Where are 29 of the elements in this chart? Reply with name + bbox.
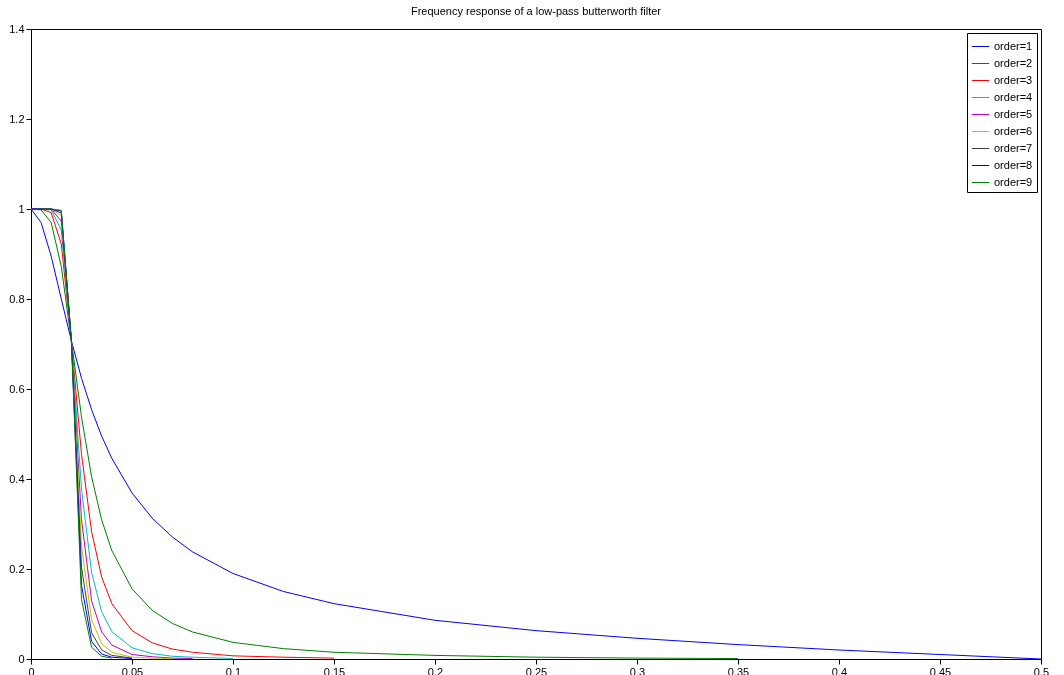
y-tick-label: 0.4 bbox=[9, 472, 25, 485]
x-tick-label: 0.1 bbox=[225, 665, 242, 675]
y-tick-label: 0.2 bbox=[9, 562, 25, 575]
y-tick-label: 1 bbox=[18, 202, 25, 215]
legend-label: order=9 bbox=[994, 175, 1033, 188]
legend-label: order=4 bbox=[994, 90, 1033, 103]
legend-label: order=2 bbox=[994, 56, 1033, 69]
legend-label: order=3 bbox=[994, 73, 1033, 86]
y-tick-label: 1.2 bbox=[9, 112, 25, 125]
x-tick-label: 0.05 bbox=[121, 665, 144, 675]
x-tick-label: 0.25 bbox=[525, 665, 548, 675]
y-tick-label: 1.4 bbox=[9, 22, 25, 35]
y-tick-label: 0.6 bbox=[9, 382, 25, 395]
y-tick-label: 0.8 bbox=[9, 292, 25, 305]
x-tick-label: 0.35 bbox=[727, 665, 750, 675]
y-tick-label: 0 bbox=[18, 652, 25, 665]
x-tick-label: 0.2 bbox=[427, 665, 444, 675]
legend-label: order=6 bbox=[994, 124, 1033, 137]
legend-label: order=5 bbox=[994, 107, 1033, 120]
x-tick-label: 0.4 bbox=[831, 665, 848, 675]
x-tick-label: 0.45 bbox=[929, 665, 952, 675]
legend-label: order=7 bbox=[994, 141, 1033, 154]
chart-title: Frequency response of a low-pass butterworth filter bbox=[410, 5, 662, 17]
legend-label: order=1 bbox=[994, 39, 1033, 52]
x-tick-label: 0.5 bbox=[1033, 665, 1050, 675]
legend-label: order=8 bbox=[994, 158, 1033, 171]
x-tick-label: 0.3 bbox=[629, 665, 646, 675]
x-tick-label: 0.15 bbox=[323, 665, 346, 675]
x-tick-label: 0 bbox=[28, 665, 35, 675]
